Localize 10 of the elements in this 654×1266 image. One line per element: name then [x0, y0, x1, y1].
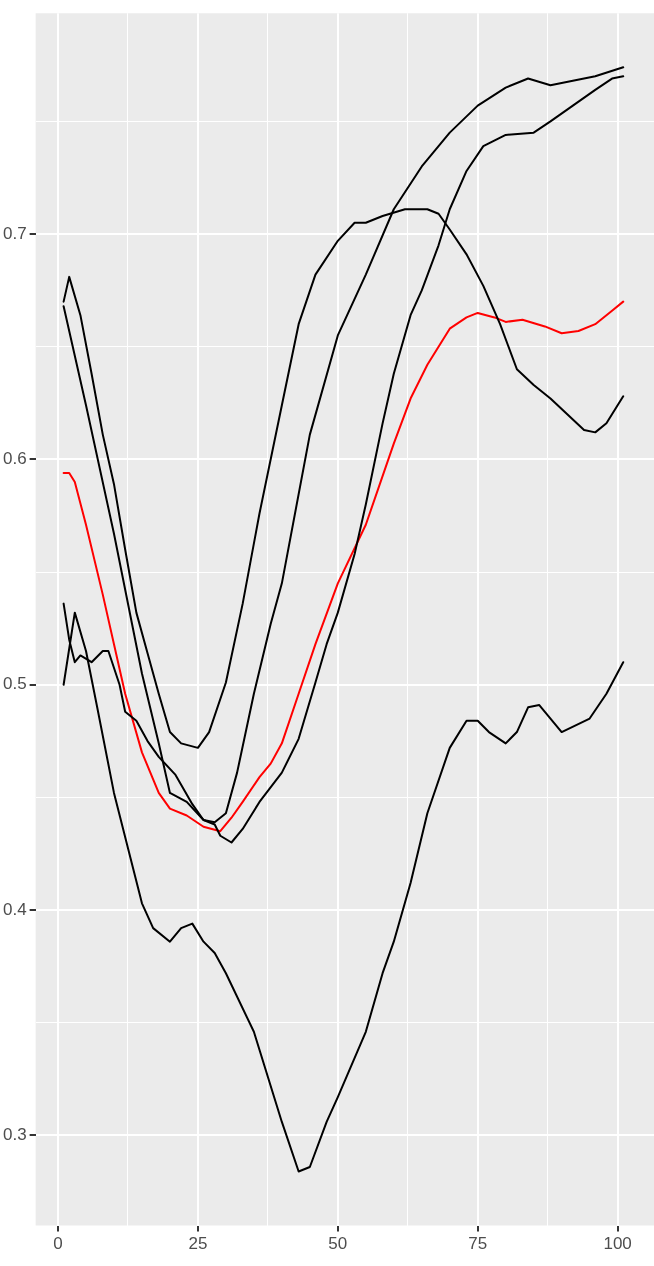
x-tick-label: 100 — [603, 1234, 632, 1254]
y-tick-label: 0.4 — [2, 899, 27, 919]
x-tick-label: 25 — [188, 1234, 208, 1254]
x-tick-label: 50 — [328, 1234, 348, 1254]
y-tick-label: 0.7 — [2, 223, 27, 243]
y-tick-label: 0.5 — [2, 674, 27, 694]
y-tick-label: 0.6 — [2, 449, 27, 469]
y-tick-label: 0.3 — [2, 1125, 27, 1145]
x-tick-label: 75 — [468, 1234, 488, 1254]
x-tick-label: 0 — [53, 1234, 63, 1254]
